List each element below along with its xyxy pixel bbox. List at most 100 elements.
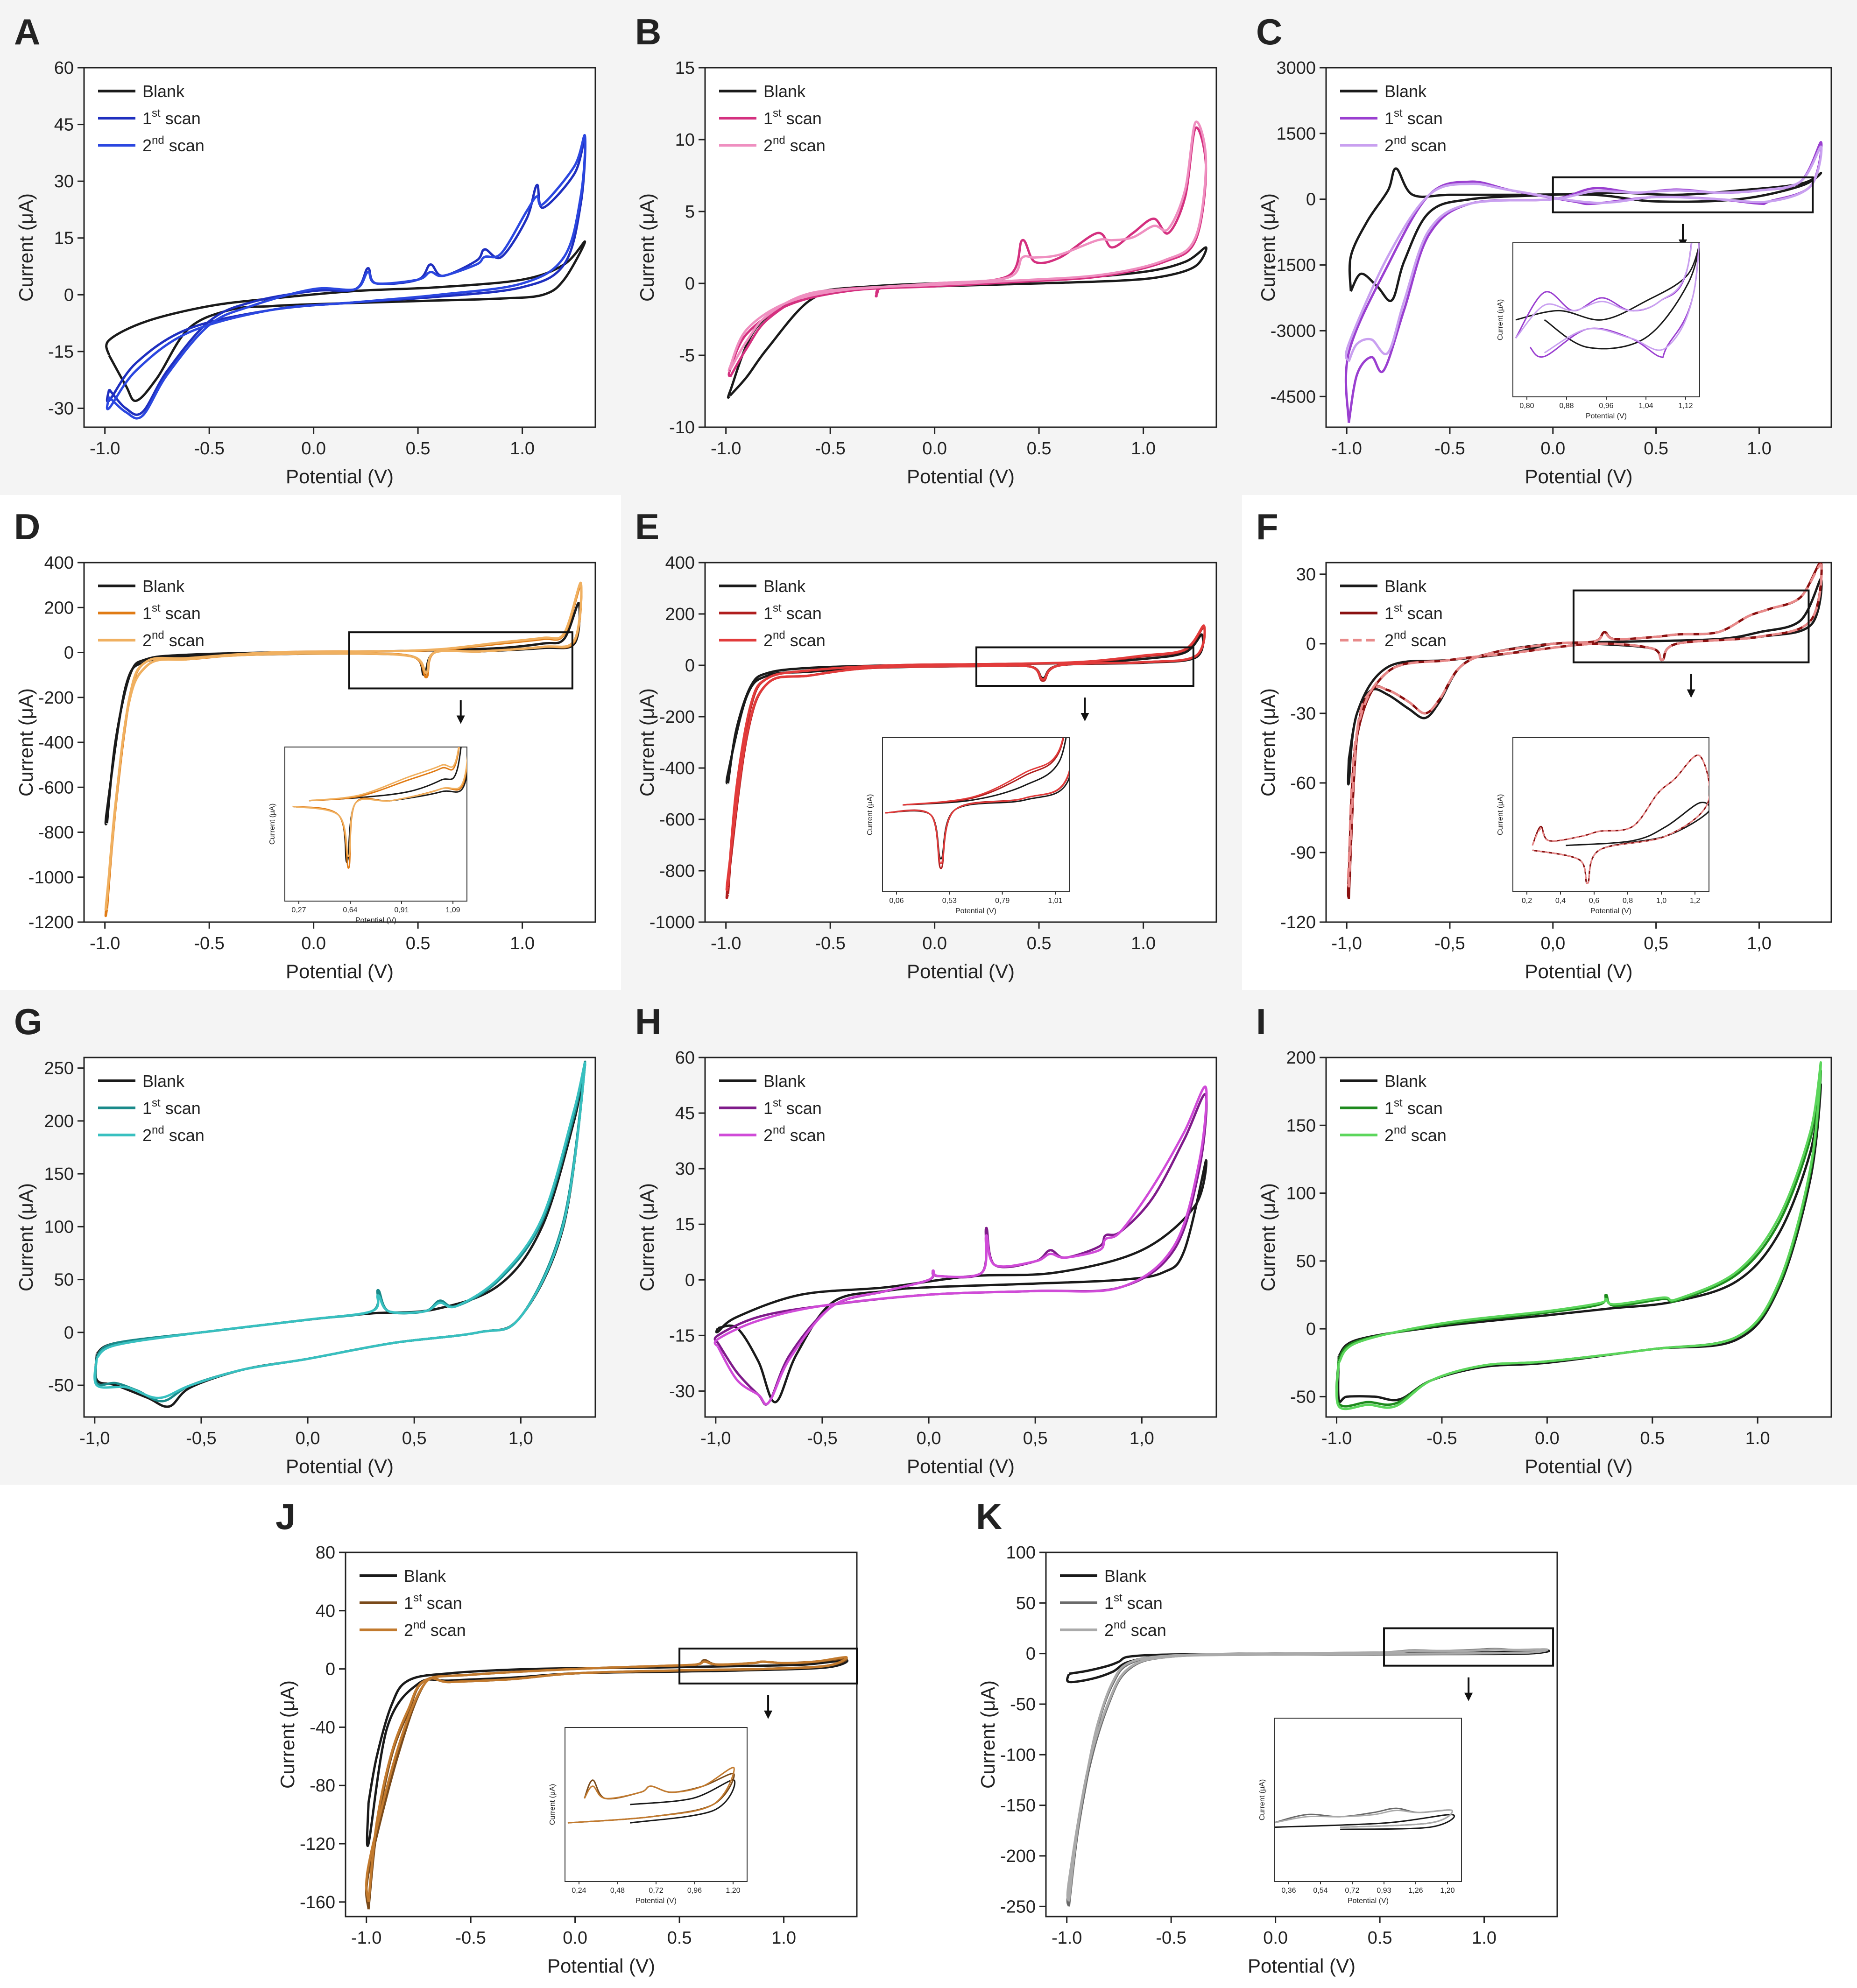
y-tick-label: -1000	[28, 868, 74, 888]
inset-series-line	[1515, 243, 1700, 350]
x-tick-label: 1.0	[510, 439, 535, 458]
y-tick-label: -30	[669, 1382, 695, 1401]
legend-label: 2nd scan	[763, 1124, 826, 1145]
inset-x-tick-label: 0,72	[649, 1887, 663, 1895]
inset-x-tick-label: 0,96	[1599, 402, 1613, 410]
x-tick-label: -1.0	[711, 439, 741, 458]
y-tick-label: -40	[310, 1718, 335, 1737]
y-tick-label: 30	[54, 172, 74, 191]
y-axis-label: Current (μA)	[15, 688, 37, 797]
x-tick-label: -0.5	[1434, 439, 1465, 458]
inset-y-label: Current (μA)	[1497, 794, 1504, 835]
zoom-box	[348, 631, 573, 690]
panel-label: E	[635, 506, 659, 547]
x-tick-label: 0.5	[406, 439, 431, 458]
y-tick-label: 250	[44, 1059, 74, 1079]
y-tick-label: 0	[685, 274, 695, 294]
inset-x-label: Potential (V)	[355, 916, 396, 924]
legend-label: 2nd scan	[763, 134, 826, 155]
inset-x-tick-label: 1,26	[1408, 1887, 1423, 1895]
y-axis-label: Current (μA)	[977, 1680, 999, 1789]
x-tick-label: -1.0	[711, 934, 741, 953]
series-group	[725, 624, 1206, 899]
legend-label: 1st scan	[1384, 1097, 1443, 1118]
legend-label: Blank	[1384, 82, 1427, 101]
inset-frame	[1512, 737, 1709, 892]
inset-x-tick-label: 1,20	[1440, 1887, 1455, 1895]
inset-x-tick-label: 0,91	[394, 906, 409, 914]
inset-x-tick-label: 0,93	[1377, 1887, 1391, 1895]
x-tick-label: 0.5	[1368, 1928, 1392, 1948]
x-tick-label: -0.5	[815, 934, 845, 953]
inset-y-label: Current (μA)	[1258, 1779, 1266, 1820]
legend-label: 1st scan	[763, 1097, 822, 1118]
legend-label: Blank	[1104, 1566, 1147, 1586]
x-tick-label: -1,0	[79, 1429, 110, 1448]
legend-label: 1st scan	[142, 1097, 201, 1118]
y-tick-label: 45	[675, 1104, 695, 1123]
y-tick-label: 150	[1286, 1116, 1316, 1135]
series-line-scan-2	[727, 120, 1207, 372]
panel-label: F	[1256, 506, 1278, 547]
y-tick-label: 200	[44, 1112, 74, 1131]
inset-x-tick-label: 0,2	[1522, 897, 1532, 905]
chart-g: G -1,0 -0,5 0,0 0,5 1,0 -50 0 50 100 150 200 250 Pote…	[14, 1001, 596, 1477]
x-tick-label: -0.5	[194, 439, 224, 458]
inset-x-tick-label: 1,09	[445, 906, 460, 914]
inset-frame	[565, 1727, 748, 1882]
y-tick-label: -250	[1000, 1897, 1036, 1917]
inset-x-tick-label: 0,80	[1519, 402, 1534, 410]
plot-frame	[704, 67, 1217, 428]
x-axis-label: Potential (V)	[286, 465, 394, 487]
y-tick-label: 0	[685, 1270, 695, 1290]
x-tick-label: 0.0	[1535, 1429, 1560, 1448]
series-line-scan-2	[713, 1085, 1208, 1405]
y-tick-label: -90	[1290, 843, 1316, 863]
chart-a: A -1.0 -0.5 0.0 0.5 1.0 -30 -15 0 15 30 45 60 Potenti…	[14, 11, 596, 487]
inset-frame	[284, 747, 467, 902]
x-tick-label: -0,5	[807, 1429, 837, 1448]
inset-series-line	[567, 1767, 735, 1824]
y-tick-label: 200	[665, 605, 695, 624]
legend-label: Blank	[142, 1072, 185, 1091]
legend-label: 1st scan	[1384, 602, 1443, 623]
x-tick-label: 0.0	[1263, 1928, 1288, 1948]
y-tick-label: 40	[316, 1601, 335, 1621]
inset-x-label: Potential (V)	[1586, 412, 1627, 420]
x-tick-label: 0,0	[917, 1429, 941, 1448]
x-tick-label: 0.0	[922, 934, 947, 953]
y-tick-label: 100	[1006, 1543, 1036, 1563]
x-axis-label: Potential (V)	[547, 1955, 655, 1977]
x-tick-label: 0,5	[1023, 1429, 1048, 1448]
inset-x-tick-label: 1,04	[1638, 402, 1653, 410]
x-tick-label: -0.5	[455, 1928, 486, 1948]
legend-label: 2nd scan	[142, 1124, 205, 1145]
inset-x-tick-label: 0,54	[1313, 1887, 1327, 1895]
x-tick-label: 1.0	[1131, 439, 1156, 458]
legend-label: 2nd scan	[142, 134, 205, 155]
inset-series-line	[630, 1779, 736, 1824]
x-tick-label: 0.0	[563, 1928, 587, 1948]
y-tick-label: -80	[310, 1776, 335, 1796]
legend-label: Blank	[404, 1566, 446, 1586]
y-tick-label: 150	[44, 1164, 74, 1184]
y-tick-label: 200	[44, 598, 74, 618]
legend-label: 1st scan	[404, 1592, 462, 1613]
x-axis-label: Potential (V)	[907, 1455, 1015, 1477]
inset-x-tick-label: 1,20	[726, 1887, 740, 1895]
y-tick-label: 50	[1016, 1593, 1036, 1613]
y-axis-label: Current (μA)	[636, 688, 658, 797]
y-tick-label: -200	[659, 707, 695, 727]
inset-series-group	[1515, 243, 1700, 359]
y-tick-label: -3000	[1271, 321, 1316, 341]
y-tick-label: -150	[1000, 1796, 1036, 1816]
x-tick-label: 0,5	[402, 1429, 427, 1448]
y-tick-label: 1500	[1276, 124, 1316, 144]
x-tick-label: 1,0	[1130, 1429, 1154, 1448]
x-axis-label: Potential (V)	[907, 465, 1015, 487]
y-axis-label: Current (μA)	[15, 193, 37, 302]
x-tick-label: 0.5	[1644, 439, 1668, 458]
zoom-box	[1552, 176, 1814, 213]
y-tick-label: 45	[54, 115, 74, 135]
y-tick-label: -400	[38, 733, 74, 753]
